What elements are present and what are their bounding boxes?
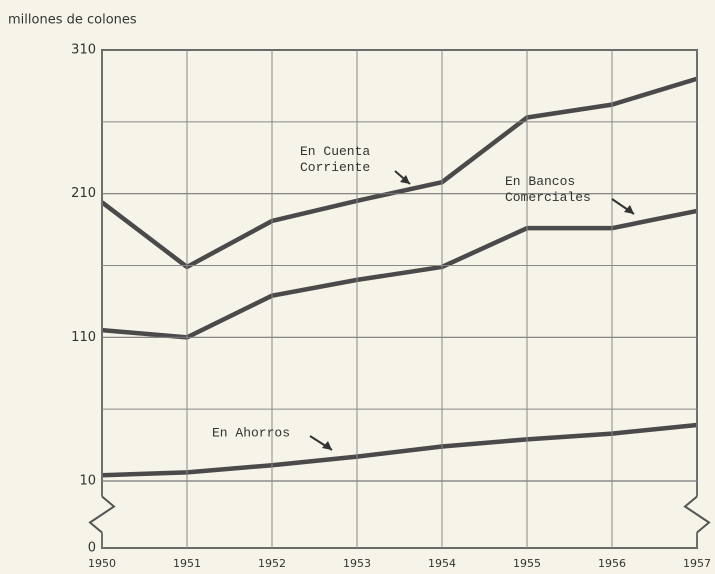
x-tick-label: 1952	[258, 557, 286, 570]
arrow-head	[624, 205, 634, 214]
x-tick-label: 1954	[428, 557, 456, 570]
x-tick-label: 1957	[683, 557, 711, 570]
series-label: En Cuenta Corriente	[300, 144, 370, 175]
data-line	[101, 208, 698, 340]
series-label: En Bancos Comerciales	[505, 174, 591, 205]
axis-break	[88, 495, 116, 534]
y-tick-label: 210	[71, 186, 96, 201]
x-tick-label: 1953	[343, 557, 371, 570]
y-tick-label: 10	[79, 474, 96, 489]
x-tick-label: 1955	[513, 557, 541, 570]
y-tick-label: 310	[71, 43, 96, 58]
y-axis-label: millones de colones	[8, 13, 137, 28]
data-line	[101, 422, 698, 478]
arrow-head	[322, 441, 332, 450]
series-label: En Ahorros	[212, 425, 290, 440]
x-tick-label: 1951	[173, 557, 201, 570]
arrow-head	[400, 175, 410, 184]
data-line	[100, 76, 698, 270]
axis-break	[683, 495, 711, 534]
x-tick-label: 1950	[88, 557, 116, 570]
x-tick-label: 1956	[598, 557, 626, 570]
y-tick-label: 110	[71, 330, 96, 345]
y-tick-label: 0	[88, 541, 96, 556]
